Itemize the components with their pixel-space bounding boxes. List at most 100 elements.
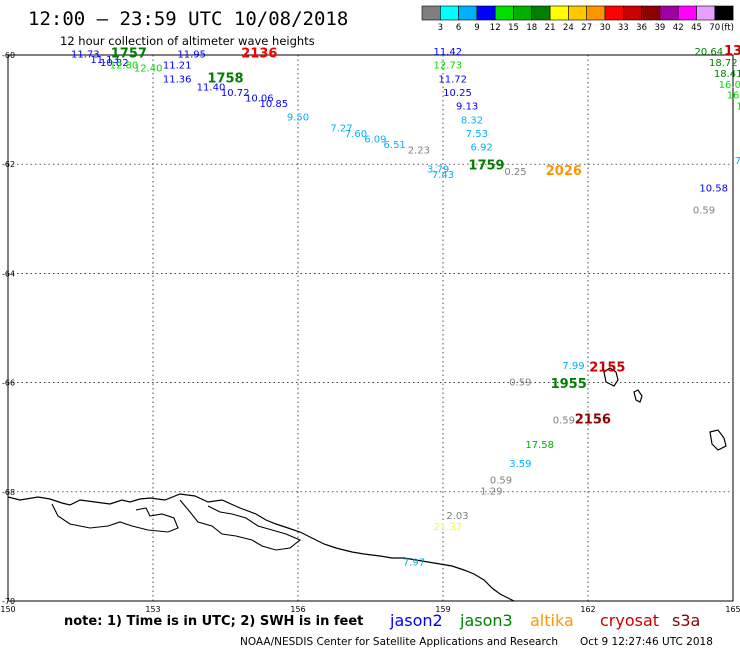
pass-time-label: 2136 xyxy=(241,47,277,62)
y-tick-label: -60 xyxy=(2,51,15,60)
island-1 xyxy=(603,367,619,387)
colorbar-swatch xyxy=(531,5,551,21)
pass-time-label: 1758 xyxy=(207,71,243,86)
wave-height-label: 20.64 xyxy=(695,47,724,58)
x-tick-label: 153 xyxy=(145,605,160,614)
colorbar-swatch xyxy=(476,5,496,21)
wave-height-label: 7.53 xyxy=(466,129,488,140)
y-tick-label: -68 xyxy=(2,488,15,497)
wave-height-label: 6.51 xyxy=(384,140,406,151)
wave-height-label: 11.42 xyxy=(434,47,463,58)
wave-height-label: 7.60 xyxy=(345,129,367,140)
colorbar-swatch xyxy=(659,5,679,21)
colorbar-label: 27 xyxy=(581,23,592,33)
wave-height-label: 12.73 xyxy=(434,61,463,72)
wave-height-label: 3.59 xyxy=(509,459,531,470)
wave-height-label: 0.59 xyxy=(693,205,715,216)
colorbar-swatch xyxy=(641,5,661,21)
pass-time-label: 1759 xyxy=(468,159,504,174)
colorbar: 3 6 9 12 15 18 21 24 27 30 33 36 39 42 45 70 (ft) xyxy=(421,5,734,33)
pass-time-label: 13 xyxy=(724,44,740,59)
x-tick-label: 159 xyxy=(435,605,450,614)
wave-height-label: 10.85 xyxy=(260,99,289,110)
colorbar-label: 18 xyxy=(526,23,537,33)
wave-height-label: 2.23 xyxy=(408,145,430,156)
legend-jason2: jason2 xyxy=(389,611,443,630)
wave-height-label: 12.40 xyxy=(134,63,163,74)
wave-height-label: 6.09 xyxy=(364,134,386,145)
wave-height-label: 10.82 xyxy=(100,58,129,69)
wave-height-label: 9.13 xyxy=(456,102,478,113)
wave-height-label: 0.59 xyxy=(509,377,531,388)
x-tick-label: 165 xyxy=(725,605,740,614)
colorbar-label: 30 xyxy=(600,23,611,33)
coastline-inlet-2 xyxy=(179,499,302,551)
colorbar-swatch xyxy=(421,5,441,21)
wave-height-label: 11.13 xyxy=(90,55,119,66)
colorbar-unit: (ft) xyxy=(721,23,734,33)
colorbar-swatch xyxy=(568,5,588,21)
wave-height-label: 18.72 xyxy=(709,58,738,69)
satellite-legend: jason2 jason3 altika cryosat s3a xyxy=(389,611,700,630)
wave-height-label: 3.79 xyxy=(427,164,449,175)
legend-cryosat: cryosat xyxy=(600,611,659,630)
plot-frame xyxy=(7,54,734,602)
colorbar-label: 70 xyxy=(709,23,720,33)
footnote: note: 1) Time is in UTC; 2) SWH is in fe… xyxy=(64,614,363,629)
colorbar-swatch xyxy=(439,5,459,21)
wave-height-label: 16.06 xyxy=(719,80,740,91)
y-tick-label: -66 xyxy=(2,379,15,388)
colorbar-label: 45 xyxy=(691,23,702,33)
coastline-inlet xyxy=(51,503,179,533)
colorbar-swatch xyxy=(586,5,606,21)
wave-height-label: 2.03 xyxy=(446,511,468,522)
credit-line: NOAA/NESDIS Center for Satellite Applica… xyxy=(240,636,558,648)
colorbar-swatch xyxy=(696,5,716,21)
page-subtitle: 12 hour collection of altimeter wave hei… xyxy=(60,34,315,48)
wave-height-label: 7.43 xyxy=(432,170,454,181)
colorbar-label: 24 xyxy=(563,23,574,33)
colorbar-label: 9 xyxy=(474,23,479,33)
y-tick-label: -64 xyxy=(2,269,15,278)
pass-time-label: 1955 xyxy=(551,377,587,392)
grid xyxy=(8,55,733,601)
colorbar-label: 39 xyxy=(654,23,665,33)
colorbar-label: 15 xyxy=(508,23,519,33)
wave-height-label: 7.8 xyxy=(735,156,740,167)
pass-time-label: 2155 xyxy=(589,361,625,376)
wave-height-label: 10.06 xyxy=(245,93,274,104)
wave-height-label: 12.80 xyxy=(110,61,139,72)
antarctic-coastline xyxy=(7,493,515,602)
colorbar-label: 12 xyxy=(490,23,501,33)
x-tick-label: 150 xyxy=(0,605,15,614)
wave-height-label: 11.95 xyxy=(177,50,206,61)
wave-height-label: 15 xyxy=(736,102,740,113)
colorbar-label: 6 xyxy=(456,23,461,33)
colorbar-swatch xyxy=(622,5,642,21)
wave-height-label: 1.29 xyxy=(480,487,502,498)
wave-height-label: 7.27 xyxy=(330,123,352,134)
colorbar-label: 21 xyxy=(545,23,556,33)
colorbar-label: 42 xyxy=(673,23,684,33)
wave-height-label: 6.92 xyxy=(471,143,493,154)
wave-height-label: 10.25 xyxy=(443,88,472,99)
wave-height-label: 11.40 xyxy=(197,82,226,93)
wave-height-label: 8.32 xyxy=(461,115,483,126)
wave-height-label: 11.21 xyxy=(163,61,192,72)
y-tick-label: -70 xyxy=(2,597,15,606)
colorbar-label: 3 xyxy=(438,23,443,33)
island-3 xyxy=(709,429,727,451)
wave-height-label: 0.25 xyxy=(504,167,526,178)
pass-time-label: 2026 xyxy=(546,164,582,179)
colorbar-swatch xyxy=(458,5,478,21)
colorbar-swatch xyxy=(677,5,697,21)
wave-height-label: 9.50 xyxy=(287,113,309,124)
wave-height-label: 0.59 xyxy=(553,416,575,427)
wave-height-label: 10.58 xyxy=(699,184,728,195)
colorbar-swatch xyxy=(549,5,569,21)
island-2 xyxy=(633,389,643,403)
x-tick-label: 156 xyxy=(290,605,305,614)
